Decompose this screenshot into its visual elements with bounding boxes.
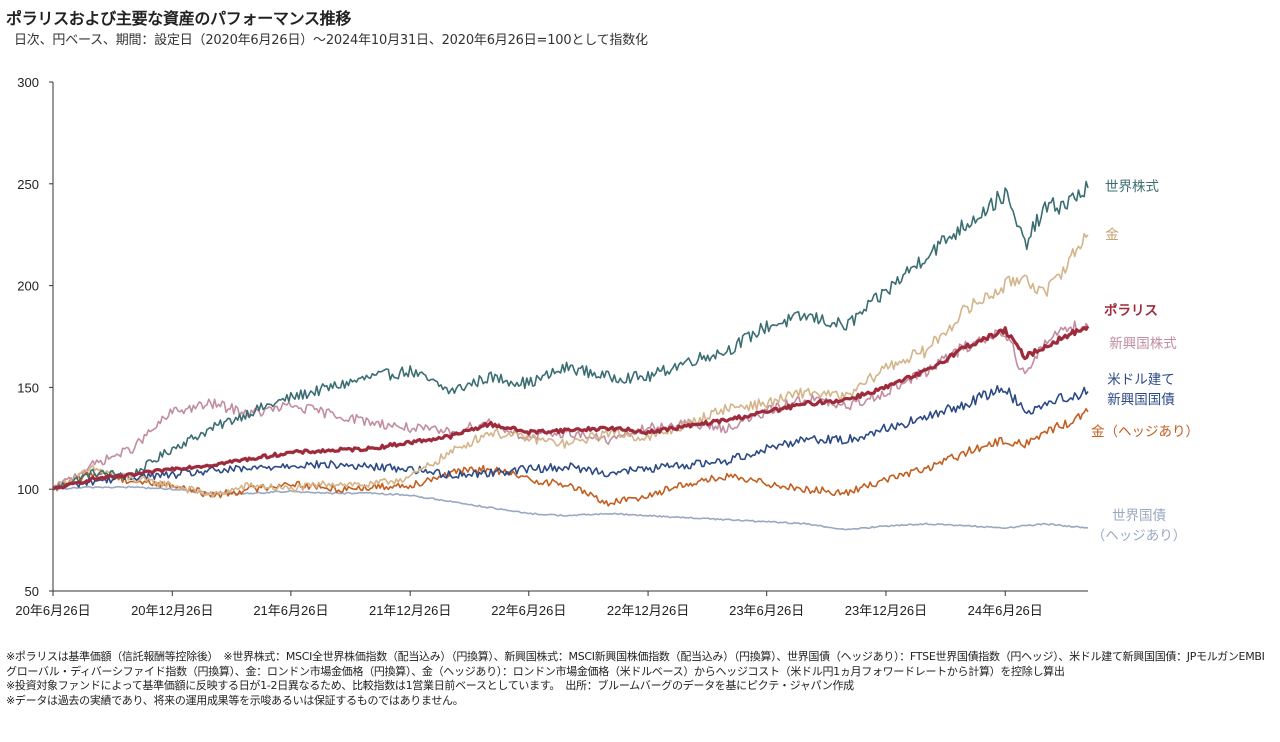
series-line bbox=[52, 408, 1089, 507]
series-end-label: 金 bbox=[1105, 227, 1119, 243]
footnote-disclaimer: ※データは過去の実績であり、将来の運用成果等を示唆あるいは保証するものではありま… bbox=[6, 693, 464, 707]
series-end-label: 世界株式 bbox=[1105, 179, 1159, 195]
x-tick-label: 22年12月26日 bbox=[607, 603, 689, 618]
series-line bbox=[52, 485, 1089, 531]
y-tick-label: 250 bbox=[17, 177, 39, 192]
series-end-label: ポラリス bbox=[1104, 302, 1158, 319]
series-end-label: 新興国株式 bbox=[1109, 336, 1177, 352]
footnote-basis: ※投資対象ファンドによって基準価額に反映する日が1-2日異なるため、比較指数は1… bbox=[6, 679, 854, 693]
y-tick-label: 200 bbox=[17, 279, 39, 294]
x-tick-label: 23年6月26日 bbox=[729, 603, 804, 618]
series-line bbox=[52, 325, 1090, 491]
chart-title: ポラリスおよび主要な資産のパフォーマンス推移 bbox=[6, 9, 352, 28]
series-end-label: 金（ヘッジあり） bbox=[1091, 424, 1199, 440]
series-end-label: 新興国国債 bbox=[1107, 392, 1175, 408]
x-tick-label: 24年6月26日 bbox=[968, 603, 1043, 618]
series-line bbox=[52, 232, 1089, 499]
series-end-label: （ヘッジあり） bbox=[1092, 528, 1187, 544]
x-tick-label: 20年6月26日 bbox=[15, 603, 90, 618]
x-tick-label: 23年12月26日 bbox=[845, 603, 927, 618]
y-tick-label: 100 bbox=[17, 482, 39, 497]
series-end-label: 米ドル建て bbox=[1107, 372, 1175, 388]
y-tick-label: 50 bbox=[25, 584, 39, 599]
x-tick-label: 20年12月26日 bbox=[131, 603, 213, 618]
series-end-label: 世界国債 bbox=[1112, 508, 1166, 524]
x-tick-label: 21年6月26日 bbox=[253, 603, 328, 618]
footnotes: ※ポラリスは基準価額（信託報酬等控除後） ※世界株式：MSCI全世界株価指数（配… bbox=[6, 650, 1274, 708]
x-tick-label: 22年6月26日 bbox=[491, 603, 566, 618]
series-line bbox=[52, 180, 1089, 491]
series-line bbox=[52, 385, 1089, 490]
y-tick-label: 300 bbox=[17, 75, 39, 90]
footnote-sources: ※ポラリスは基準価額（信託報酬等控除後） ※世界株式：MSCI全世界株価指数（配… bbox=[6, 650, 1265, 678]
y-tick-label: 150 bbox=[17, 380, 39, 395]
x-tick-label: 21年12月26日 bbox=[369, 603, 451, 618]
chart-subtitle: 日次、円ベース、期間：設定日（2020年6月26日）～2024年10月31日、2… bbox=[14, 33, 648, 48]
performance-line-chart: 300 250 200 150 100 50 20年6月26日 20年12月26日 21年6月2… bbox=[15, 75, 1199, 618]
